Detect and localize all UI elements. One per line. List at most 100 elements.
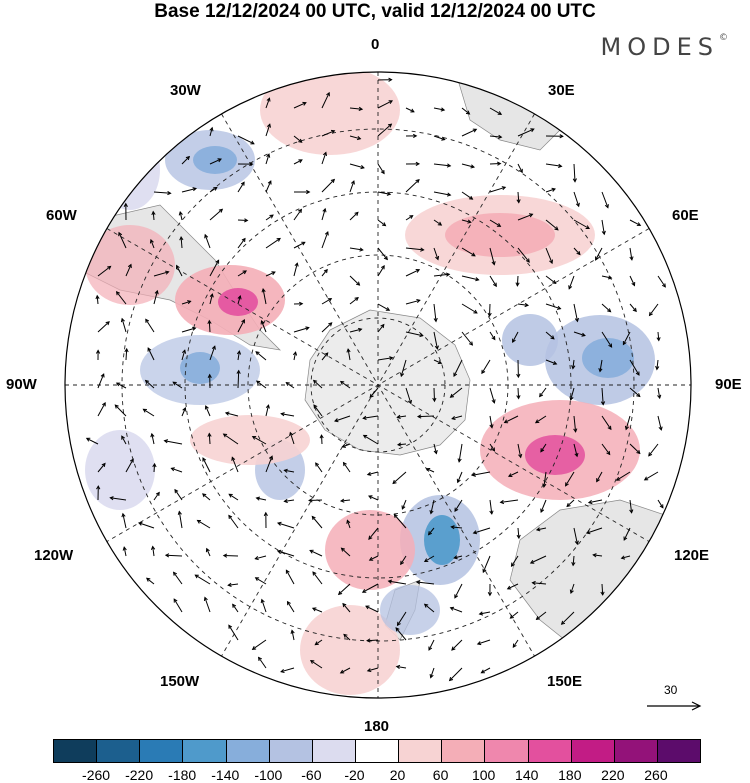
wind-vector-head — [145, 577, 151, 582]
label-30e: 30E — [548, 82, 575, 99]
wind-vector — [657, 331, 660, 341]
wind-vector-head — [359, 247, 364, 252]
wind-vector — [433, 219, 442, 226]
wind-vector-head — [207, 319, 212, 325]
wind-vector-head — [114, 404, 119, 409]
wind-vector-head — [218, 208, 224, 213]
brand-name: MODES — [600, 33, 719, 61]
wind-vector-head — [181, 349, 187, 354]
wind-vector — [461, 107, 470, 115]
wind-vector — [321, 92, 330, 109]
wind-vector-head — [487, 592, 493, 597]
wind-vector-head — [185, 155, 191, 161]
wind-vector — [472, 471, 491, 476]
wind-vector — [145, 380, 155, 389]
wind-vector — [545, 219, 559, 231]
wind-vector — [482, 555, 491, 573]
wind-vector-head — [237, 294, 242, 300]
wind-vector — [286, 382, 295, 389]
wind-vector-head — [280, 668, 285, 673]
wind-vector — [315, 462, 323, 473]
wind-vector — [517, 387, 520, 399]
wind-vector-head — [211, 345, 216, 350]
wind-vector-head — [309, 660, 315, 664]
wind-vector — [97, 266, 111, 277]
wind-vector-head — [326, 91, 330, 97]
wind-vector — [261, 599, 267, 613]
wind-vector — [433, 303, 437, 322]
wind-vector — [535, 415, 547, 424]
wind-vector — [237, 135, 255, 145]
wind-vector — [461, 191, 473, 200]
wind-vector — [461, 275, 479, 281]
wind-vector — [265, 124, 271, 137]
wind-vector-head — [120, 317, 125, 323]
wind-vector-head — [385, 307, 391, 311]
wind-vector-head — [491, 261, 496, 266]
wind-vector — [489, 219, 501, 227]
wind-vector-head — [575, 202, 580, 208]
wind-vector-head — [534, 419, 540, 424]
map-boundary — [64, 71, 692, 699]
wind-vector-head — [574, 452, 579, 458]
wind-vector-head — [468, 341, 474, 346]
wind-vector — [293, 327, 309, 333]
wind-vector-head — [552, 360, 558, 365]
wind-vector-head — [540, 508, 545, 513]
wind-vector — [209, 186, 218, 193]
wind-vector-head — [328, 322, 333, 327]
wind-vector-head — [323, 268, 328, 274]
wind-vector-head — [251, 645, 257, 651]
wind-vector-head — [266, 123, 271, 128]
wind-vector — [369, 555, 379, 561]
wind-vector-head — [308, 498, 313, 503]
wind-vector-head — [480, 669, 485, 674]
wind-vector-head — [249, 161, 254, 167]
wind-vector — [561, 611, 575, 625]
wind-vector-head — [167, 190, 172, 196]
wind-vector-head — [636, 222, 642, 226]
wind-vector — [121, 318, 127, 333]
wind-vector — [349, 180, 355, 193]
wind-vector-head — [516, 395, 521, 400]
wind-vector — [568, 275, 575, 289]
wind-vector — [586, 527, 603, 534]
wind-vector-head — [535, 527, 541, 532]
wind-vector-head — [306, 189, 311, 195]
wind-vector — [125, 348, 128, 361]
wind-vector — [237, 181, 245, 193]
wind-vector-head — [569, 589, 574, 594]
wind-vector — [565, 471, 575, 487]
wind-vector — [397, 611, 407, 626]
wind-vector — [461, 303, 478, 314]
wind-vector — [433, 331, 438, 349]
wind-vector — [573, 331, 586, 337]
wind-vector-head — [319, 434, 324, 439]
wind-vector-head — [358, 106, 364, 111]
vector-scale-arrow — [647, 701, 702, 711]
wind-vector — [433, 387, 435, 402]
wind-vector-head — [354, 211, 359, 216]
wind-vector — [489, 331, 496, 340]
wind-vector — [310, 660, 323, 669]
wind-vector — [629, 275, 635, 286]
wind-vector-head — [172, 571, 178, 576]
wind-vector — [489, 499, 493, 514]
wind-vector — [255, 351, 267, 361]
wind-vector-head — [528, 213, 534, 218]
wind-vector — [265, 180, 272, 193]
wind-vector — [181, 300, 191, 305]
wind-vector-head — [236, 350, 242, 355]
wind-vector-head — [396, 414, 401, 419]
wind-vector-head — [574, 540, 579, 546]
wind-vector — [231, 457, 239, 473]
wind-vector-head — [178, 210, 183, 216]
wind-vector-head — [471, 252, 476, 257]
wind-vector-head — [445, 272, 451, 277]
wind-vector — [489, 107, 502, 115]
wind-vector — [430, 499, 435, 514]
wind-vector — [289, 432, 295, 445]
wind-vector — [454, 499, 463, 512]
wind-vector — [180, 236, 183, 249]
wind-vector-head — [525, 258, 530, 263]
